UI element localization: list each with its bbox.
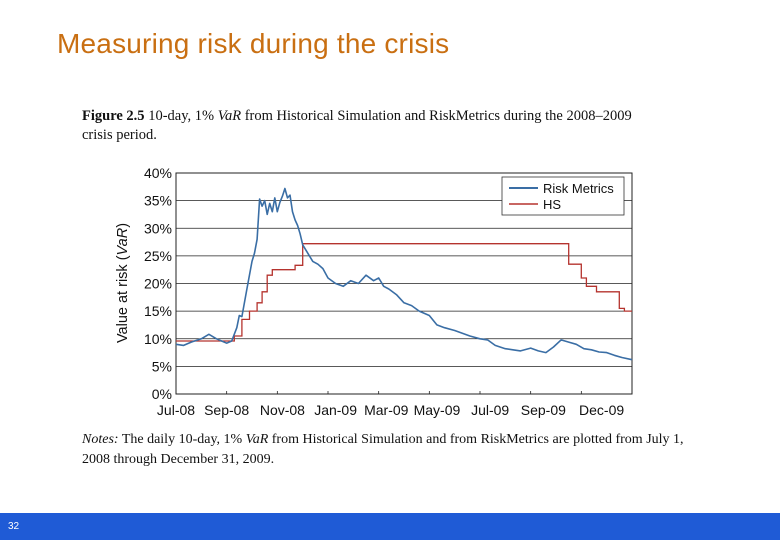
legend-box (501, 176, 625, 216)
x-tick-label: Mar-09 (364, 402, 409, 418)
notes-var: VaR (245, 432, 269, 447)
figure-number: Figure 2.5 (82, 108, 145, 124)
y-axis-label: Value at risk (VaR) (115, 223, 131, 343)
y-axis-label-suffix: ) (115, 223, 131, 228)
y-tick-label: 35% (144, 193, 172, 209)
page-number: 32 (8, 521, 20, 532)
notes-label: Notes: (82, 432, 119, 447)
x-tick-label: Jan-09 (314, 402, 357, 418)
x-tick-label: Dec-09 (579, 402, 624, 418)
x-tick-label: Jul-09 (471, 402, 509, 418)
y-tick-label: 0% (152, 386, 172, 402)
x-tick-label: Sep-09 (521, 402, 566, 418)
figure-caption: Figure 2.5 10-day, 1% VaR from Historica… (82, 107, 642, 145)
legend-label-riskmetrics: Risk Metrics (543, 181, 614, 196)
plot-frame (175, 172, 633, 395)
y-tick-label: 30% (144, 220, 172, 236)
figure-caption-lead: 10-day, 1% (148, 108, 215, 124)
y-tick-label: 40% (144, 165, 172, 181)
y-tick-label: 20% (144, 276, 172, 292)
legend-label-hs: HS (543, 197, 561, 212)
slide-title: Measuring risk during the crisis (57, 28, 450, 59)
y-axis-label-prefix: Value at risk ( (115, 255, 131, 343)
footer-bar: 32 (0, 513, 780, 540)
x-tick-label: Sep-08 (204, 402, 249, 418)
figure-caption-text: from Historical Simulation and RiskMetri… (82, 108, 632, 143)
notes-lead: The daily 10-day, 1% (121, 432, 243, 447)
figure-caption-var: VaR (217, 108, 242, 124)
notes-text: from Historical Simulation and from Risk… (82, 432, 684, 467)
x-tick-label: Jul-08 (157, 402, 195, 418)
y-tick-label: 25% (144, 248, 172, 264)
series-line-riskmetrics (175, 187, 633, 361)
y-tick-label: 15% (144, 303, 172, 319)
y-tick-label: 5% (152, 358, 172, 374)
y-tick-label: 10% (144, 331, 172, 347)
x-tick-label: May-09 (414, 402, 461, 418)
y-axis-label-var: VaR (115, 227, 131, 255)
series-line-hs (176, 243, 632, 342)
x-tick-label: Nov-08 (260, 402, 305, 418)
var-line-chart: 0% 5% 10% 15% 20% 25% 30% 35% 40% Jul-08 Sep-08 Nov… (115, 165, 633, 418)
figure-notes: Notes: The daily 10-day, 1% VaR from His… (82, 430, 702, 470)
